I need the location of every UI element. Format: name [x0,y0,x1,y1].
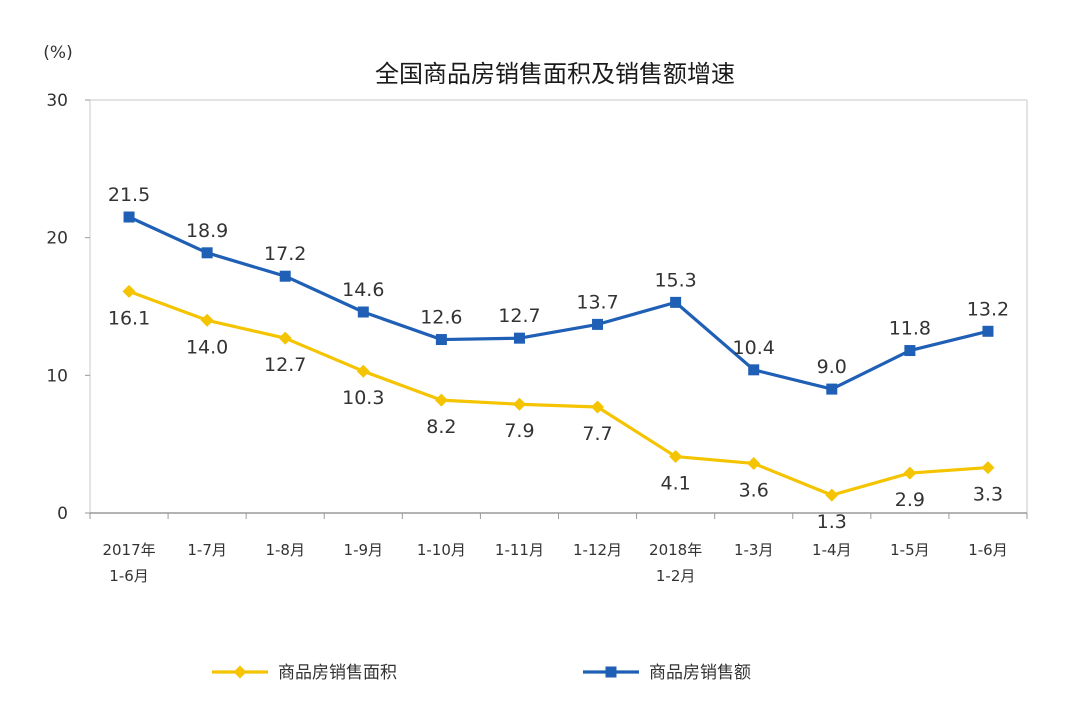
data-label: 2.9 [895,489,925,511]
legend-label: 商品房销售额 [649,663,751,683]
x-tick-label: 1-5月 [890,541,930,559]
x-tick-label: 1-12月 [573,541,622,559]
data-label: 16.1 [108,307,150,329]
data-labels-layer: 16.1 14.0 12.7 10.3 8.2 7.9 7.7 4.1 3.6 1.3 2.9 3.3… [108,184,1009,533]
data-point-marker [201,247,213,259]
x-tick-label: 2017年 [102,541,155,559]
data-point-marker [591,400,605,414]
y-tick-label: 30 [46,91,68,111]
data-point-marker [748,364,760,376]
data-point-marker [512,397,526,411]
data-point-marker [825,488,839,502]
data-label: 13.2 [967,298,1009,320]
legend-label: 商品房销售面积 [278,663,397,683]
data-point-marker [123,211,135,223]
data-point-marker [747,456,761,470]
data-label: 12.7 [264,354,306,376]
y-tick-label: 20 [46,229,68,249]
data-point-marker [981,461,995,475]
series-line-1 [127,215,990,391]
x-tick-label: 1-11月 [495,541,544,559]
x-tick-label: 1-3月 [734,541,774,559]
data-point-marker [434,393,448,407]
x-tick-label: 1-10月 [417,541,466,559]
data-label: 21.5 [108,184,150,206]
data-point-marker [435,334,447,346]
data-label: 12.7 [498,305,540,327]
y-tick-label: 10 [46,366,68,386]
data-label: 10.4 [733,337,775,359]
data-label: 4.1 [661,473,691,495]
data-label: 9.0 [817,356,847,378]
x-tick-label: 1-6月 [109,567,149,585]
x-tick-label: 1-9月 [344,541,384,559]
x-tick-label: 2018年 [649,541,702,559]
data-point-marker [356,364,370,378]
data-label: 7.7 [582,423,612,445]
data-point-marker [122,284,136,298]
data-label: 15.3 [654,269,696,291]
data-label: 8.2 [426,416,456,438]
data-label: 14.6 [342,279,384,301]
data-label: 3.6 [739,479,769,501]
data-label: 12.6 [420,307,462,329]
data-point-marker [669,450,683,464]
data-point-marker [982,325,994,337]
legend: 商品房销售面积 商品房销售额 [212,663,751,683]
data-point-marker [592,318,604,330]
chart-title: 全国商品房销售面积及销售额增速 [375,60,735,88]
axes: 0 10 20 30 2017年 1-6月 1-7月 1-8月 1-9月 1-10月 1-11月 1-… [46,91,1028,585]
data-point-marker [670,296,682,308]
data-label: 7.9 [504,420,534,442]
data-label: 1.3 [817,511,847,533]
data-point-marker [200,313,214,327]
data-point-marker [279,270,291,282]
data-label: 10.3 [342,387,384,409]
data-label: 17.2 [264,243,306,265]
data-point-marker [903,466,917,480]
data-label: 3.3 [973,484,1003,506]
plot-area-frame [89,99,1028,514]
x-tick-label: 1-4月 [812,541,852,559]
x-tick-label: 1-7月 [187,541,227,559]
data-point-marker [357,306,369,318]
x-tick-label: 1-6月 [968,541,1008,559]
series-layer [122,211,995,502]
data-label: 13.7 [576,291,618,313]
data-point-marker [826,383,838,395]
data-point-marker [904,345,916,357]
x-tick-label: 1-2月 [656,567,696,585]
x-tick-label: 1-8月 [265,541,305,559]
data-point-marker [278,331,292,345]
data-label: 14.0 [186,336,228,358]
data-label: 18.9 [186,220,228,242]
legend-marker [605,666,617,678]
y-unit-label: (%) [43,43,72,63]
data-label: 11.8 [889,318,931,340]
series-line-0 [127,289,990,497]
legend-marker [233,665,247,679]
y-tick-label: 0 [57,504,68,524]
data-point-marker [513,332,525,344]
